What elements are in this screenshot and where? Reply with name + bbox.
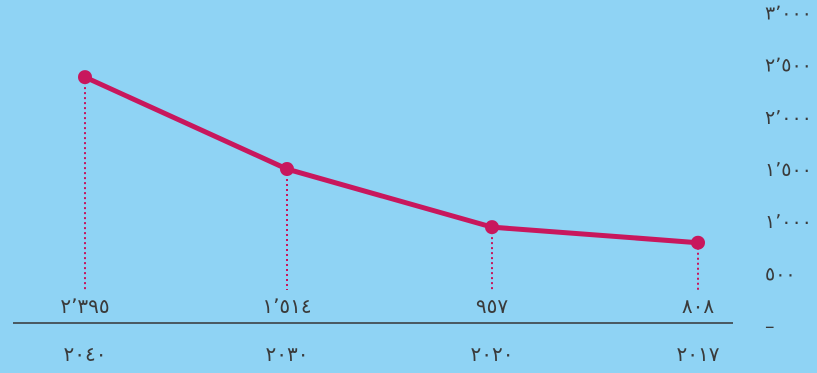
y-tick-label: ١٬٥٠٠ [765, 159, 812, 181]
data-label: ٢٬٣٩٥ [60, 294, 109, 318]
data-label: ٩٥٧ [476, 294, 508, 318]
series-line [82, 74, 701, 246]
data-point [691, 235, 705, 250]
x-tick-label: ٢٠٤٠ [64, 342, 107, 366]
y-tick-label: ٢٬٥٠٠ [765, 55, 812, 77]
y-tick-label: ١٬٠٠٠ [765, 211, 812, 233]
y-tick-label: ٥٠٠ [765, 263, 796, 285]
x-tick-label: ٢٠١٧ [677, 342, 720, 366]
data-point [280, 162, 294, 177]
y-tick-label: – [765, 316, 775, 338]
data-point [78, 70, 92, 85]
y-tick-label: ٢٬٠٠٠ [765, 107, 812, 129]
data-point [485, 220, 499, 235]
x-tick-label: ٢٠٢٠ [471, 342, 514, 366]
x-tick-label: ٢٠٣٠ [266, 342, 309, 366]
y-tick-label: ٣٬٠٠٠ [765, 3, 812, 25]
data-label: ٨٠٨ [682, 294, 714, 318]
data-label: ١٬٥١٤ [262, 294, 311, 318]
